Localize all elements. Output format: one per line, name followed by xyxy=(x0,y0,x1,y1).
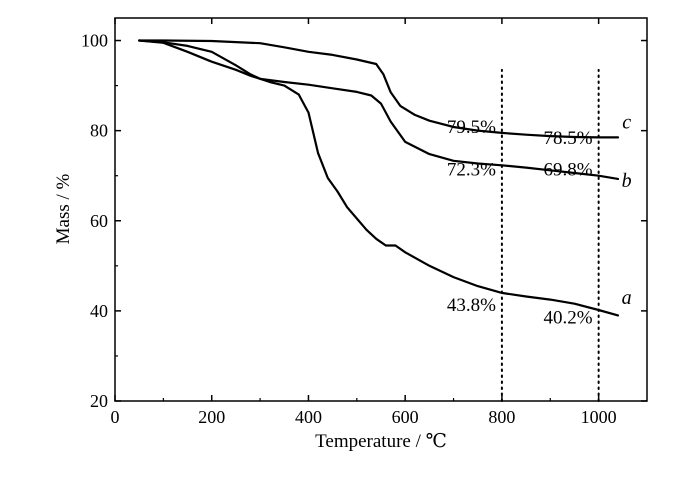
annotation-label: 40.2% xyxy=(544,307,593,328)
annotation-label: 78.5% xyxy=(544,128,593,149)
y-tick-label: 100 xyxy=(81,31,108,51)
series-group xyxy=(138,39,620,317)
x-tick-label: 400 xyxy=(295,407,322,427)
curve-labels: a b c xyxy=(622,111,632,309)
annotation-label: 69.8% xyxy=(544,160,593,181)
annotation-label: 72.3% xyxy=(447,160,496,181)
series-line-a xyxy=(138,39,620,317)
annotation-label: 79.5% xyxy=(447,117,496,138)
y-tick-label: 20 xyxy=(90,391,108,411)
series-line-c xyxy=(138,39,620,139)
y-tick-label: 60 xyxy=(90,211,108,231)
x-ticks: 0 200 400 600 800 1000 xyxy=(111,18,617,427)
y-ticks: 20 40 60 80 100 xyxy=(81,31,647,411)
curve-label-b: b xyxy=(622,170,632,192)
x-tick-label: 800 xyxy=(488,407,515,427)
series-line-b xyxy=(138,39,620,180)
x-axis-title: Temperature / ℃ xyxy=(315,431,447,452)
y-tick-label: 80 xyxy=(90,121,108,141)
x-tick-label: 0 xyxy=(111,407,120,427)
y-axis-title: Mass / % xyxy=(53,173,74,244)
x-tick-label: 200 xyxy=(198,407,225,427)
plot-frame xyxy=(114,17,648,402)
y-tick-label: 40 xyxy=(90,301,108,321)
curve-label-a: a xyxy=(622,287,632,309)
reference-lines xyxy=(500,68,600,402)
x-tick-label: 600 xyxy=(392,407,419,427)
annotation-label: 43.8% xyxy=(447,295,496,316)
x-tick-label: 1000 xyxy=(581,407,617,427)
curve-label-c: c xyxy=(622,111,631,133)
annotations: 79.5% 78.5% 72.3% 69.8% 43.8% 40.2% xyxy=(447,117,593,329)
